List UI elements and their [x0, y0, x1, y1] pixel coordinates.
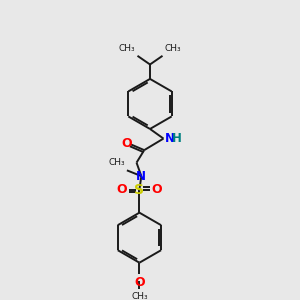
Text: O: O [134, 276, 145, 289]
Text: CH₃: CH₃ [164, 44, 181, 53]
Text: N: N [136, 169, 146, 183]
Text: O: O [152, 183, 162, 196]
Text: CH₃: CH₃ [131, 292, 148, 300]
Text: CH₃: CH₃ [108, 158, 125, 167]
Text: H: H [172, 132, 182, 145]
Text: O: O [122, 137, 132, 150]
Text: N: N [164, 132, 174, 145]
Text: S: S [134, 183, 144, 196]
Text: CH₃: CH₃ [119, 44, 136, 53]
Text: O: O [117, 183, 128, 196]
